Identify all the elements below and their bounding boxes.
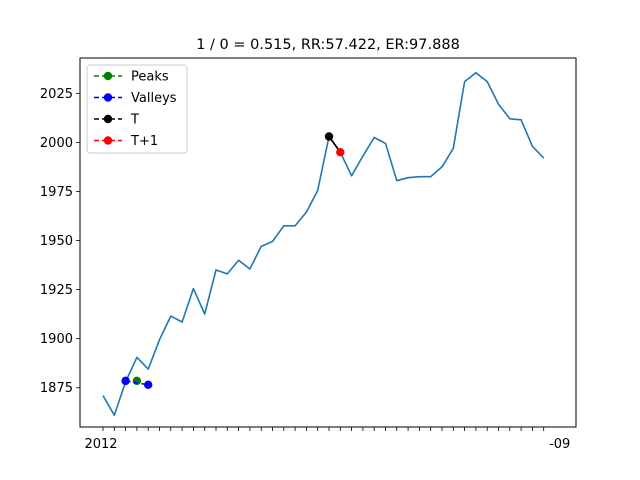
- y-tick-label: 1975: [40, 185, 73, 200]
- y-tick-label: 1925: [40, 283, 73, 298]
- legend-swatch-marker: [103, 136, 113, 145]
- y-tick-label: 1900: [40, 332, 73, 347]
- legend-label: T+1: [130, 134, 158, 149]
- y-tick-label: 1875: [40, 381, 73, 396]
- legend-swatch-marker: [103, 114, 113, 124]
- t-1-marker: [336, 148, 345, 157]
- valleys-marker: [144, 380, 153, 390]
- legend-box: [86, 64, 188, 154]
- chart-title: 1 / 0 = 0.515, RR:57.422, ER:97.888: [196, 37, 460, 53]
- price-line: [102, 71, 545, 417]
- y-tick-label: 2000: [40, 136, 73, 151]
- plot-area: [102, 71, 545, 417]
- plot-frame: [79, 57, 577, 428]
- y-tick-label: 1950: [40, 234, 73, 249]
- x-tick-label-last: -09: [549, 437, 570, 452]
- x-tick-label-first: 2012: [84, 437, 117, 452]
- t-marker: [324, 132, 334, 141]
- legend-swatch-marker: [103, 71, 113, 81]
- legend-label: T: [130, 113, 139, 128]
- valleys-marker: [121, 376, 130, 386]
- legend: Peaks Valleys T T+1: [86, 64, 188, 154]
- peaks-marker: [132, 376, 142, 386]
- legend-label: Peaks: [131, 70, 169, 85]
- legend-swatch-marker: [103, 93, 113, 102]
- y-tick-label: 2025: [40, 87, 73, 102]
- legend-label: Valleys: [131, 91, 177, 106]
- x-axis: 2012 -09: [84, 427, 570, 452]
- y-axis: 1875 1900 1925 1950 1975 2000 2025: [40, 87, 80, 396]
